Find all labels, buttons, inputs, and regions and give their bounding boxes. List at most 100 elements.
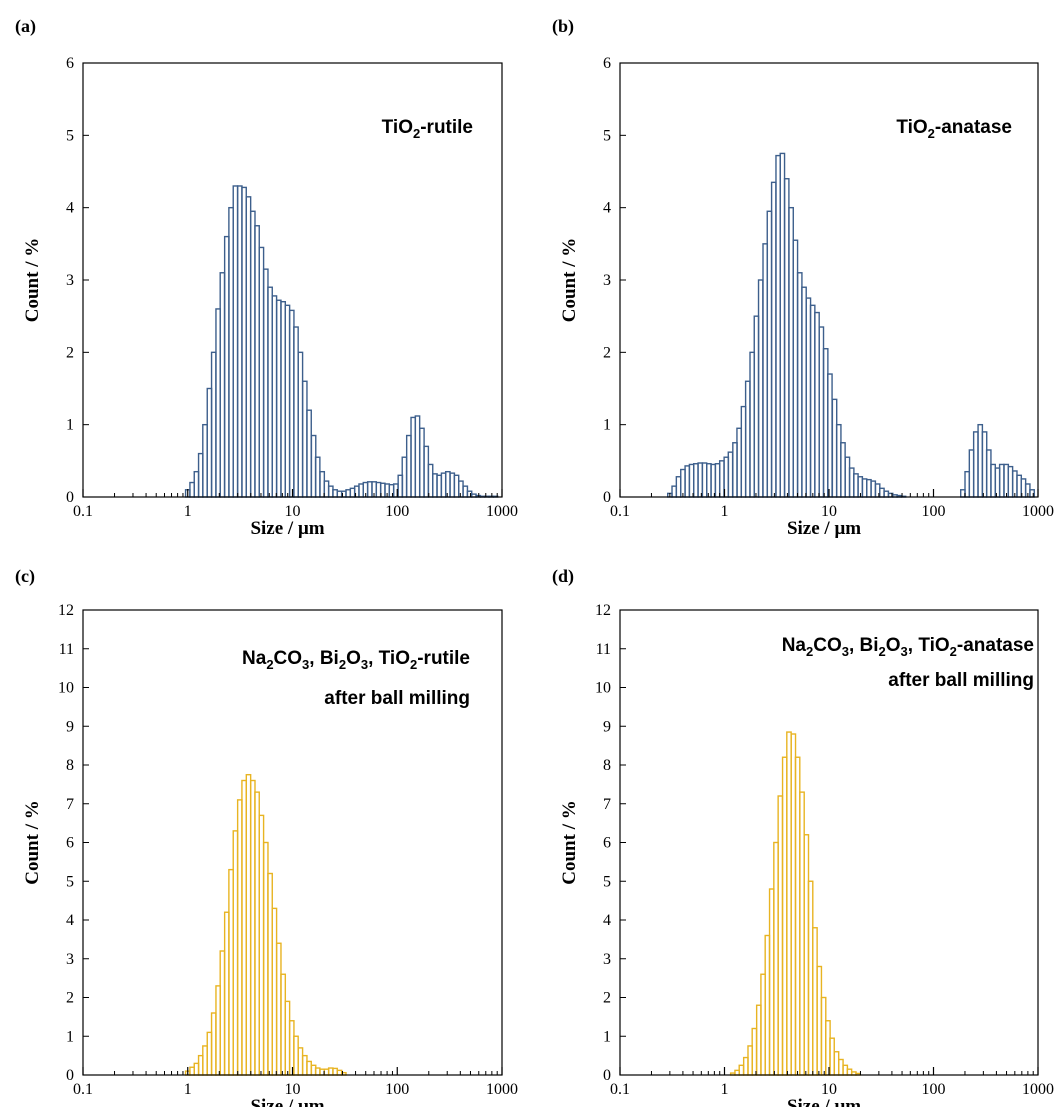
bar — [332, 1067, 338, 1076]
y-tick-label: 10 — [595, 680, 611, 697]
bar — [232, 830, 239, 1076]
y-tick-label: 3 — [603, 272, 611, 289]
bar — [794, 756, 801, 1076]
annotation-line: Na2CO3, Bi2O3, TiO2-rutile — [242, 648, 470, 672]
y-tick-label: 0 — [603, 489, 611, 506]
x-tick-label: 100 — [385, 503, 409, 520]
x-tick-label: 100 — [922, 1081, 946, 1098]
annotation-line: after ball milling — [324, 688, 470, 709]
bar — [202, 423, 208, 498]
y-tick-label: 5 — [603, 873, 611, 890]
y-tick-label: 8 — [603, 757, 611, 774]
y-tick-label: 4 — [603, 200, 611, 217]
y-tick-label: 9 — [66, 718, 74, 735]
panel-label: (c) — [15, 566, 35, 587]
bar — [786, 731, 792, 1076]
annotation-line: after ball milling — [888, 670, 1034, 691]
bar — [241, 779, 247, 1076]
y-tick-label: 7 — [66, 796, 74, 813]
y-axis-title: Count / % — [559, 800, 580, 884]
bar — [293, 326, 299, 498]
y-tick-label: 7 — [603, 796, 611, 813]
y-tick-label: 6 — [66, 835, 74, 852]
bar — [883, 490, 890, 498]
bar — [293, 1035, 299, 1076]
bar — [870, 480, 877, 498]
x-tick-label: 1 — [721, 1081, 729, 1098]
annotation-line: TiO2-anatase — [896, 117, 1012, 141]
panel-a: (a) 0 1 2 3 4 5 6 0.1 1 10 100 1000 Size / μm Count / … — [15, 16, 518, 539]
x-tick-label: 10 — [285, 503, 301, 520]
y-tick-label: 12 — [595, 602, 611, 619]
y-tick-label: 2 — [66, 344, 74, 361]
bar — [306, 1060, 312, 1076]
bar — [675, 476, 682, 498]
bar — [241, 186, 247, 498]
y-tick-label: 1 — [66, 1028, 74, 1045]
x-tick-label: 1 — [184, 503, 192, 520]
y-axis-title: Count / % — [559, 238, 580, 322]
bar — [232, 185, 239, 498]
bar — [744, 380, 751, 498]
y-tick-label: 0 — [66, 1067, 74, 1084]
x-tick-label: 0.1 — [73, 503, 93, 520]
x-tick-label: 0.1 — [610, 1081, 630, 1098]
bar — [314, 456, 321, 498]
y-axis-title: Count / % — [22, 800, 43, 884]
x-tick-label: 1000 — [486, 1081, 518, 1098]
bar — [210, 351, 217, 498]
y-tick-label: 5 — [66, 127, 74, 144]
bar — [738, 1064, 745, 1076]
y-tick-label: 12 — [58, 602, 74, 619]
x-axis-title: Size / μm — [787, 1096, 861, 1107]
y-tick-label: 9 — [603, 718, 611, 735]
bar — [436, 474, 442, 498]
bar — [827, 373, 833, 498]
y-tick-label: 11 — [596, 641, 611, 658]
bar — [757, 279, 764, 498]
annotation-line: Na2CO3, Bi2O3, TiO2-anatase — [782, 635, 1034, 659]
x-tick-label: 1000 — [1022, 1081, 1054, 1098]
bars — [184, 773, 347, 1076]
y-tick-label: 1 — [603, 417, 611, 434]
bar — [829, 1037, 835, 1076]
panel-label: (d) — [552, 566, 574, 587]
y-tick-label: 3 — [66, 272, 74, 289]
bars — [667, 152, 1035, 498]
x-tick-label: 100 — [385, 1081, 409, 1098]
x-tick-label: 1 — [721, 503, 729, 520]
y-tick-label: 4 — [603, 912, 611, 929]
bar — [306, 409, 312, 498]
panel-b: (b) 0 1 2 3 4 5 6 0.1 1 10 100 1000 Size / μm Count / … — [552, 16, 1054, 539]
y-tick-label: 2 — [603, 990, 611, 1007]
bar — [458, 480, 464, 498]
bar — [998, 463, 1005, 498]
x-tick-label: 100 — [922, 503, 946, 520]
y-tick-label: 5 — [66, 873, 74, 890]
y-tick-label: 6 — [603, 835, 611, 852]
bar — [219, 272, 226, 498]
bar — [840, 442, 846, 498]
bar — [718, 460, 725, 498]
annotation-line: TiO2-rutile — [382, 117, 473, 141]
x-axis-title: Size / μm — [250, 518, 324, 539]
bars — [729, 731, 861, 1076]
y-tick-label: 6 — [603, 55, 611, 72]
bar — [972, 431, 979, 498]
x-tick-label: 1 — [184, 1081, 192, 1098]
y-tick-label: 6 — [66, 55, 74, 72]
x-tick-label: 10 — [821, 1081, 837, 1098]
y-tick-label: 3 — [66, 951, 74, 968]
bar — [219, 950, 226, 1076]
x-tick-label: 1000 — [486, 503, 518, 520]
x-tick-label: 1000 — [1022, 503, 1054, 520]
y-tick-label: 1 — [603, 1028, 611, 1045]
x-tick-label: 0.1 — [73, 1081, 93, 1098]
y-tick-label: 8 — [66, 757, 74, 774]
panel-label: (a) — [15, 16, 36, 37]
y-tick-label: 4 — [66, 912, 74, 929]
bar — [314, 1067, 321, 1076]
x-tick-label: 0.1 — [610, 503, 630, 520]
